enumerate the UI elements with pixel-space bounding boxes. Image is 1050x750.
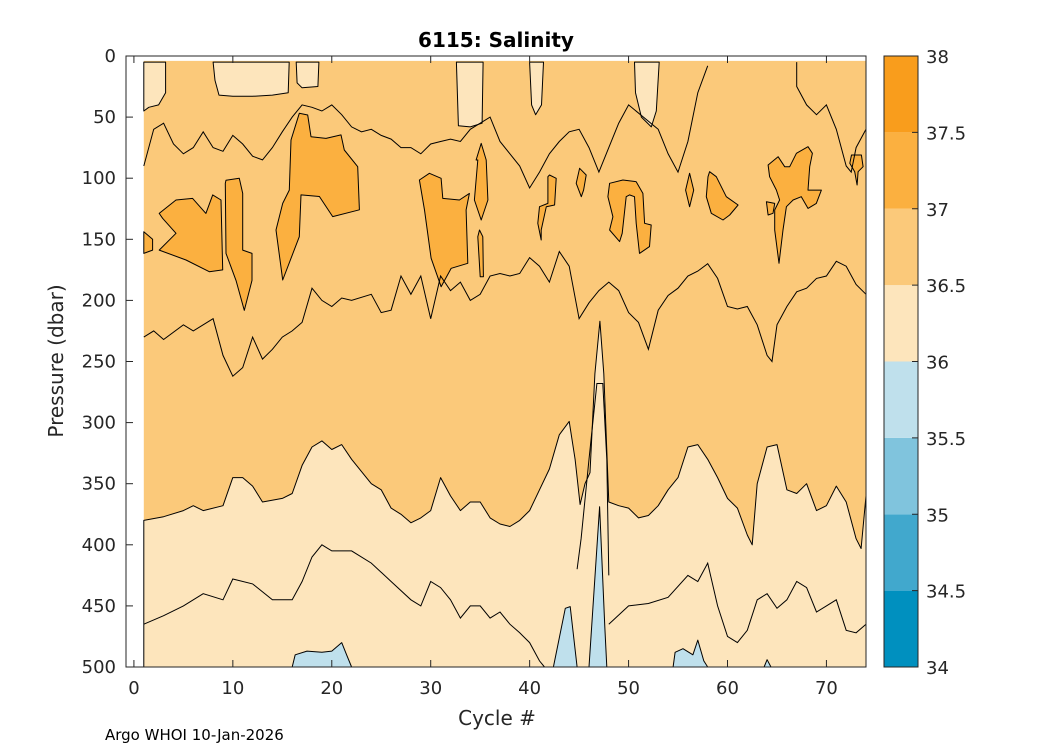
band-37-37.5-h [537, 174, 557, 241]
y-tick-label: 400 [82, 535, 116, 556]
band-37-37.5-c [275, 112, 360, 281]
contour-lower-right [608, 561, 867, 644]
x-tick-label: 30 [419, 678, 442, 699]
band-37-37.5-f [477, 229, 484, 278]
y-axis-label: Pressure (dbar) [44, 284, 68, 437]
contour-lower [143, 544, 545, 668]
y-tick-label: 500 [82, 657, 116, 678]
y-tick-label: 150 [82, 229, 116, 250]
x-tick-label: 60 [716, 678, 739, 699]
contour-spike [576, 383, 610, 576]
band-36-36.5-top-a [143, 61, 167, 112]
colorbar-swatch [884, 361, 918, 438]
y-tick-label: 450 [82, 596, 116, 617]
colorbar-swatch [884, 590, 918, 667]
y-tick-label: 350 [82, 474, 116, 495]
contour-upper [143, 65, 709, 190]
colorbar-tick-label: 35 [926, 505, 949, 526]
y-tick-label: 0 [105, 46, 116, 67]
colorbar-swatch [884, 56, 918, 133]
y-tick-label: 50 [93, 107, 116, 128]
x-tick-label: 10 [221, 678, 244, 699]
colorbar-tick-label: 37.5 [926, 123, 966, 144]
x-tick-label: 20 [320, 678, 343, 699]
band-37-37.5-e [473, 142, 489, 221]
colorbar-swatch [884, 285, 918, 362]
footer-credit: Argo WHOI 10-Jan-2026 [105, 726, 284, 744]
band-37-37.5-d [418, 172, 470, 288]
band-36-36.5-top-c [295, 61, 320, 89]
x-tick-label: 0 [128, 678, 139, 699]
y-tick-label: 100 [82, 168, 116, 189]
band-35.5-36-a [291, 642, 353, 668]
colorbar-swatch [884, 132, 918, 209]
contour-mid [143, 250, 867, 378]
band-36-36.5-top-f [634, 61, 660, 128]
x-tick-label: 40 [518, 678, 541, 699]
band-36-36.5-lower [143, 320, 867, 668]
colorbar-tick-label: 37 [926, 200, 949, 221]
band-37-37.5-a [158, 194, 224, 273]
y-tick-label: 200 [82, 290, 116, 311]
colorbar: 34 34.5 35 35.5 36 36.5 37 37.5 38 [883, 47, 966, 679]
y-tick-label: 250 [82, 352, 116, 373]
band-36-36.5-top-b [212, 61, 290, 97]
x-axis-label: Cycle # [458, 706, 536, 730]
colorbar-tick-label: 34.5 [926, 582, 966, 603]
colorbar-swatch [884, 437, 918, 515]
band-37-37.5-j [607, 179, 652, 254]
colorbar-tick-label: 35.5 [926, 429, 966, 450]
contour-fills [143, 60, 867, 668]
chart-title: 6115: Salinity [418, 28, 574, 52]
colorbar-tick-label: 36.5 [926, 276, 966, 297]
band-37-37.5-l [705, 171, 739, 221]
y-axis: 0 50 100 150 200 250 300 350 400 450 500 [82, 46, 133, 678]
contour-lines [143, 62, 867, 668]
band-37-37.5-m [767, 146, 822, 264]
band-37-37.5-n [765, 201, 776, 216]
colorbar-tick-label: 38 [926, 47, 949, 68]
x-tick-label: 50 [617, 678, 640, 699]
colorbar-swatch [884, 208, 918, 286]
band-35.5-36-d [672, 639, 709, 668]
contour-right-top [796, 62, 867, 174]
band-37-37.5-b [224, 177, 253, 311]
x-tick-label: 70 [815, 678, 838, 699]
colorbar-tick-label: 36 [926, 353, 949, 374]
x-axis: 0 10 20 30 40 50 60 70 [128, 56, 838, 699]
band-37-37.5-g [143, 231, 154, 254]
colorbar-tick-label: 34 [926, 658, 949, 679]
band-36-36.5-top-e [529, 61, 544, 116]
band-37-37.5-i [575, 167, 587, 198]
band-37-37.5-k [685, 172, 695, 208]
y-tick-label: 300 [82, 413, 116, 434]
band-36-36.5-top-d [455, 61, 484, 128]
colorbar-swatch [884, 514, 918, 591]
